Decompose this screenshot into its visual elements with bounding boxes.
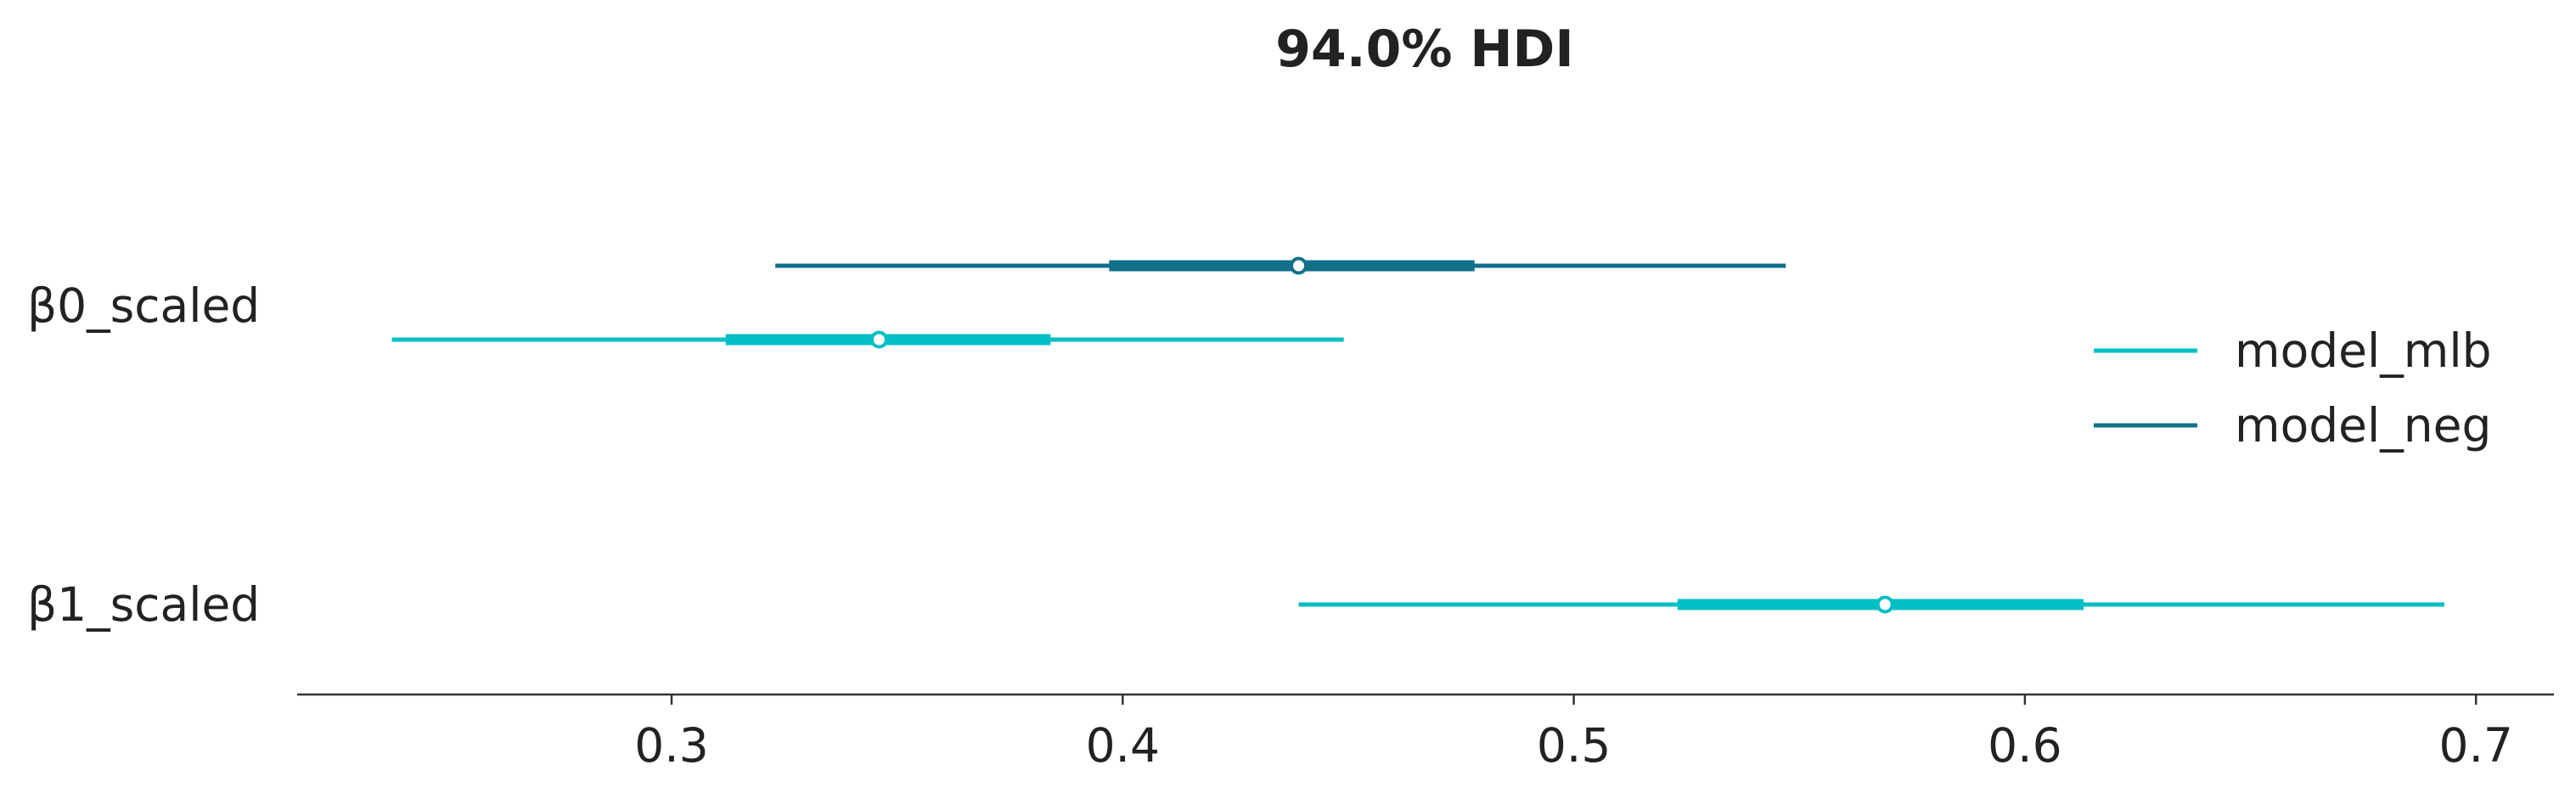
- x-tick-label: 0.3: [634, 718, 708, 773]
- median-point: [869, 330, 888, 349]
- legend-label: model_neg: [2235, 398, 2491, 453]
- legend-item: model_mlb: [2094, 323, 2492, 378]
- median-point: [1876, 595, 1894, 614]
- y-tick-label: β1_scaled: [27, 577, 260, 632]
- plot-area: [391, 256, 2445, 614]
- x-tick-label: 0.4: [1086, 718, 1160, 773]
- legend: model_mlb model_neg: [2094, 323, 2492, 453]
- x-tick-label: 0.5: [1537, 718, 1611, 773]
- legend-label: model_mlb: [2235, 323, 2492, 378]
- y-axis-labels: β0_scaled β1_scaled: [27, 278, 260, 632]
- x-tick-label: 0.7: [2438, 718, 2512, 773]
- x-tick-label: 0.6: [1988, 718, 2061, 773]
- y-tick-label: β0_scaled: [27, 278, 260, 333]
- x-axis: 0.3 0.4 0.5 0.6 0.7: [297, 693, 2554, 773]
- legend-item: model_neg: [2094, 398, 2491, 453]
- median-point: [1290, 256, 1308, 275]
- chart-title: 94.0% HDI: [1275, 20, 1573, 79]
